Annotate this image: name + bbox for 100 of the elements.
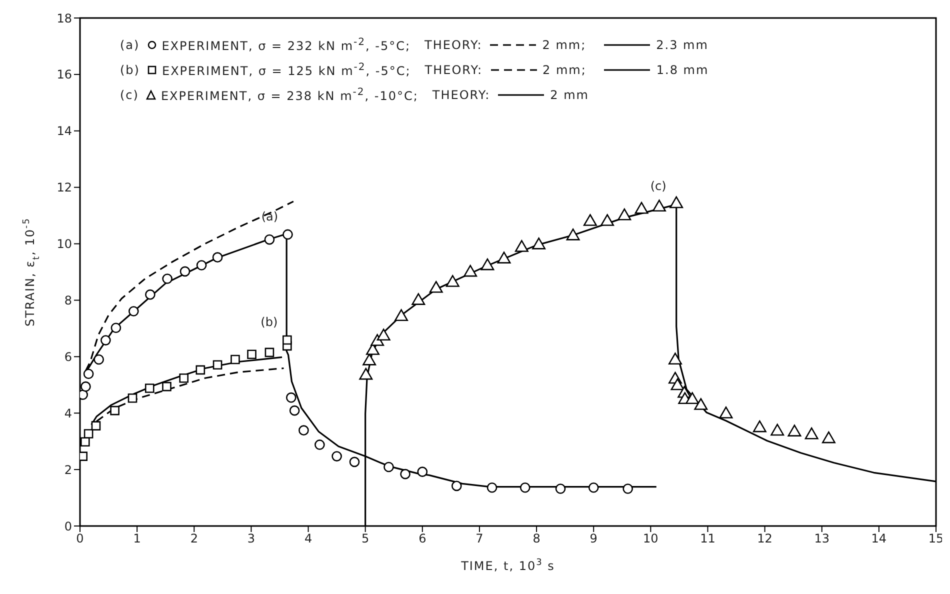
y-tick-label: 6 <box>64 350 72 364</box>
point <box>514 240 528 252</box>
annotation: THEORY: <box>424 36 482 54</box>
point <box>486 482 498 493</box>
y-tick-label: 0 <box>64 519 72 534</box>
legend-label: 1.8 mm <box>656 62 709 78</box>
point <box>212 252 223 262</box>
point <box>668 352 682 364</box>
point <box>497 252 511 264</box>
point <box>770 424 784 436</box>
point <box>555 484 566 494</box>
point <box>600 214 614 226</box>
point <box>180 266 190 277</box>
legend-label: EXPERIMENT, σ = 232 kN m$^{-2}$, -5°C; <box>162 36 411 55</box>
point <box>282 335 292 345</box>
x-tick-label: 14 <box>871 532 887 546</box>
point <box>451 480 462 492</box>
point <box>264 234 275 245</box>
point <box>179 373 189 383</box>
point <box>110 406 120 416</box>
annotation: THEORY: <box>424 62 483 78</box>
point <box>349 456 360 468</box>
point <box>566 228 580 240</box>
point <box>286 392 296 403</box>
point <box>314 440 325 450</box>
y-tick-label: 16 <box>56 68 72 82</box>
point <box>80 381 91 392</box>
x-tick-label: 4 <box>304 532 312 546</box>
point <box>686 392 700 404</box>
annotation: (a) <box>120 36 140 54</box>
annotation: (c) <box>650 178 666 193</box>
x-tick-label: 10 <box>643 532 658 546</box>
point <box>618 208 632 220</box>
annotation: (b) <box>120 62 140 78</box>
x-tick-label: 7 <box>476 532 484 546</box>
point <box>94 354 104 365</box>
point <box>376 328 390 341</box>
y-tick-label: 14 <box>56 124 72 138</box>
y-tick-label: 12 <box>56 180 72 195</box>
point <box>480 258 494 270</box>
point <box>144 384 154 393</box>
point <box>298 425 309 436</box>
annotation: (a) <box>261 209 278 224</box>
point <box>230 354 240 364</box>
point <box>694 398 708 410</box>
x-tick-label: 12 <box>757 532 772 546</box>
point <box>464 264 478 277</box>
x-tick-label: 9 <box>590 532 598 546</box>
point <box>100 335 111 346</box>
point <box>162 382 172 392</box>
point <box>719 406 733 418</box>
point <box>520 482 530 493</box>
point <box>212 360 222 370</box>
point <box>83 368 94 380</box>
annotation: (b) <box>260 315 278 330</box>
point <box>128 306 139 316</box>
x-tick-label: 5 <box>362 532 370 546</box>
point <box>788 424 802 436</box>
point <box>289 405 300 416</box>
point <box>196 365 206 375</box>
legend-label: EXPERIMENT, σ = 125 kN m$^{-2}$, -5°C; <box>162 61 411 80</box>
legend-label: 2 mm; <box>542 36 586 54</box>
point <box>80 437 90 447</box>
point <box>128 394 138 403</box>
y-tick-label: 18 <box>56 11 72 26</box>
y-tick-label: 8 <box>64 293 72 308</box>
y-tick-label: 2 <box>64 462 72 477</box>
point <box>359 368 373 380</box>
point <box>752 420 766 432</box>
point <box>822 431 836 444</box>
point <box>332 451 342 462</box>
point <box>110 322 122 334</box>
point <box>588 482 599 493</box>
x-axis-title: TIME, t, 10$^{3}$ s <box>460 558 555 573</box>
x-tick-label: 0 <box>76 532 84 546</box>
legend-label: EXPERIMENT, σ = 238 kN m$^{-2}$, -10°C; <box>160 86 418 105</box>
legend-label: 2 mm; <box>542 62 586 78</box>
point <box>804 427 818 440</box>
point <box>394 309 408 322</box>
point <box>264 348 274 358</box>
point <box>532 238 546 250</box>
x-tick-label: 3 <box>247 532 256 546</box>
point <box>196 260 207 270</box>
annotation: (c) <box>120 86 139 104</box>
point <box>400 468 410 480</box>
point <box>412 293 426 305</box>
annotation: THEORY: <box>432 86 490 104</box>
legend-label: 2.3 mm <box>656 36 708 54</box>
point <box>652 200 666 212</box>
x-tick-label: 11 <box>700 532 716 546</box>
x-tick-label: 13 <box>814 532 830 546</box>
point <box>670 196 684 208</box>
point <box>84 429 94 438</box>
x-tick-label: 8 <box>532 532 540 546</box>
point <box>446 275 460 287</box>
point <box>384 462 394 472</box>
point <box>429 280 443 293</box>
point <box>282 229 293 240</box>
y-tick-label: 4 <box>64 406 72 420</box>
x-tick-label: 6 <box>418 532 426 546</box>
